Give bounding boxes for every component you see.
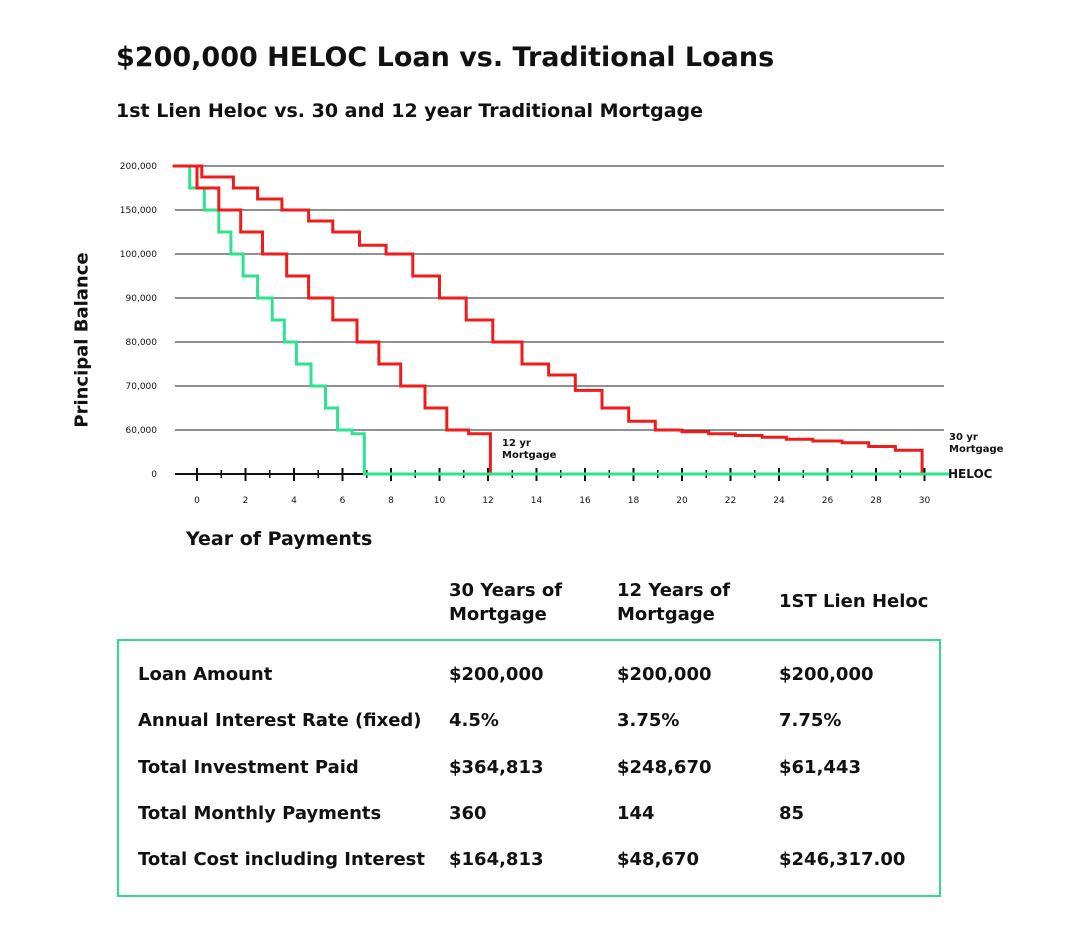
cell-loan-amount-heloc: $200,000 bbox=[779, 664, 874, 685]
label-30yr-mortgage-line2: Mortgage bbox=[949, 444, 1004, 455]
x-tick-label: 12 bbox=[482, 496, 493, 506]
row-label-monthly-payments: Total Monthly Payments bbox=[138, 803, 382, 824]
column-header-30yr-line1: 30 Years of bbox=[449, 580, 563, 601]
x-tick-label: 22 bbox=[725, 496, 736, 506]
cell-loan-amount-30yr: $200,000 bbox=[449, 664, 544, 685]
cell-investment-paid-heloc: $61,443 bbox=[779, 757, 861, 778]
y-axis-label: Principal Balance bbox=[71, 252, 93, 428]
comparison-table bbox=[117, 639, 941, 897]
x-tick-label: 16 bbox=[579, 496, 591, 506]
x-axis-label: Year of Payments bbox=[186, 528, 373, 550]
column-header-12yr-line2: Mortgage bbox=[617, 604, 715, 625]
cell-monthly-payments-30yr: 360 bbox=[449, 803, 487, 824]
chart-title: $200,000 HELOC Loan vs. Traditional Loan… bbox=[116, 42, 775, 73]
row-label-total-cost: Total Cost including Interest bbox=[138, 849, 425, 870]
cell-loan-amount-12yr: $200,000 bbox=[617, 664, 712, 685]
y-tick-label: 80,000 bbox=[126, 338, 158, 348]
label-12yr-mortgage-line1: 12 yr bbox=[502, 438, 531, 449]
cell-monthly-payments-heloc: 85 bbox=[779, 803, 805, 824]
label-heloc: HELOC bbox=[948, 467, 993, 481]
x-tick-label: 26 bbox=[822, 496, 834, 506]
column-header-12yr-line1: 12 Years of bbox=[617, 580, 731, 601]
x-tick-label: 20 bbox=[676, 496, 688, 506]
y-tick-label: 0 bbox=[151, 470, 157, 480]
grid-lines bbox=[175, 165, 944, 431]
x-tick-label: 24 bbox=[773, 496, 785, 506]
series-12yr-mortgage bbox=[172, 164, 492, 474]
column-header-30yr-line2: Mortgage bbox=[449, 604, 547, 625]
cell-total-cost-30yr: $164,813 bbox=[449, 849, 544, 870]
series-heloc bbox=[188, 166, 949, 476]
chart-subtitle: 1st Lien Heloc vs. 30 and 12 year Tradit… bbox=[116, 100, 704, 122]
y-tick-label: 150,000 bbox=[120, 206, 157, 216]
x-tick-label: 30 bbox=[919, 496, 931, 506]
x-tick-label: 14 bbox=[531, 496, 543, 506]
cell-interest-rate-12yr: 3.75% bbox=[617, 710, 680, 731]
series-lines bbox=[172, 164, 949, 476]
x-tick-label: 4 bbox=[291, 496, 297, 506]
cell-investment-paid-12yr: $248,670 bbox=[617, 757, 712, 778]
balance-chart: 0 60,000 70,000 80,000 90,000 100,000 150,000 2… bbox=[120, 162, 1004, 506]
column-header-30yr: 30 Years of Mortgage bbox=[449, 579, 599, 627]
cell-investment-paid-30yr: $364,813 bbox=[449, 757, 544, 778]
series-30yr-mortgage bbox=[172, 164, 924, 474]
row-label-loan-amount: Loan Amount bbox=[138, 664, 273, 685]
row-label-interest-rate: Annual Interest Rate (fixed) bbox=[138, 710, 422, 731]
x-tick-label: 10 bbox=[434, 496, 446, 506]
x-tick-label: 28 bbox=[870, 496, 882, 506]
x-tick-label: 2 bbox=[243, 496, 249, 506]
column-header-12yr: 12 Years of Mortgage bbox=[617, 579, 767, 627]
column-header-heloc-line1: 1ST Lien Heloc bbox=[779, 591, 929, 612]
x-tick-label: 8 bbox=[388, 496, 394, 506]
cell-total-cost-heloc: $246,317.00 bbox=[779, 849, 906, 870]
y-tick-label: 70,000 bbox=[126, 382, 158, 392]
x-tick-label: 0 bbox=[194, 496, 200, 506]
y-tick-label: 90,000 bbox=[126, 294, 158, 304]
row-label-investment-paid: Total Investment Paid bbox=[138, 757, 359, 778]
cell-interest-rate-30yr: 4.5% bbox=[449, 710, 499, 731]
y-tick-label: 100,000 bbox=[120, 250, 157, 260]
cell-total-cost-12yr: $48,670 bbox=[617, 849, 699, 870]
cell-interest-rate-heloc: 7.75% bbox=[779, 710, 842, 731]
label-30yr-mortgage-line1: 30 yr bbox=[949, 432, 978, 443]
x-tick-label: 18 bbox=[628, 496, 640, 506]
y-tick-labels: 0 60,000 70,000 80,000 90,000 100,000 150,000 2… bbox=[120, 162, 157, 480]
y-tick-label: 60,000 bbox=[126, 426, 158, 436]
y-tick-label: 200,000 bbox=[120, 162, 157, 172]
column-header-heloc: 1ST Lien Heloc bbox=[779, 590, 949, 614]
x-tick-label: 6 bbox=[340, 496, 346, 506]
label-12yr-mortgage-line2: Mortgage bbox=[502, 450, 557, 461]
cell-monthly-payments-12yr: 144 bbox=[617, 803, 655, 824]
